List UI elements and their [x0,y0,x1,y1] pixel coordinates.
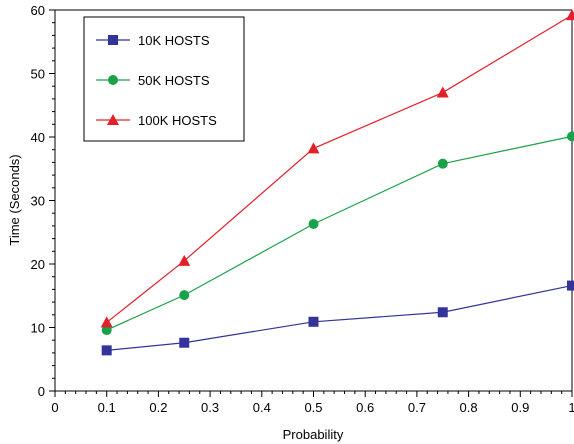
x-tick-label: 0.3 [201,400,219,415]
data-point [437,307,448,318]
legend-item-50k-hosts: 50K HOSTS [96,73,210,88]
x-tick-label: 0.5 [304,400,322,415]
data-point [308,218,319,229]
data-point [436,86,449,98]
x-tick-label: 0.6 [356,400,374,415]
data-point [437,158,448,169]
legend-label: 100K HOSTS [138,113,217,128]
y-tick-label: 10 [31,321,45,336]
y-axis-title: Time (Seconds) [7,154,22,245]
series-50k-hosts [101,131,574,336]
data-point [101,325,112,336]
legend-label: 10K HOSTS [138,33,210,48]
series-100k-hosts [100,9,574,328]
y-tick-label: 40 [31,130,45,145]
y-tick-label: 50 [31,67,45,82]
y-tick-label: 20 [31,257,45,272]
legend: 10K HOSTS 50K HOSTS 100K HOSTS [83,16,245,142]
x-tick-label: 0.2 [149,400,167,415]
y-axis-ticks: 0 10 20 30 40 50 60 [31,3,55,399]
legend-marker [108,75,118,85]
x-tick-label: 0.4 [253,400,271,415]
y-tick-label: 30 [31,194,45,209]
x-tick-label: 0.8 [460,400,478,415]
legend-marker [108,35,118,45]
x-axis-title: Probability [283,427,344,442]
legend-label: 50K HOSTS [138,73,210,88]
data-point [567,131,574,142]
series-line [106,135,573,331]
x-tick-label: 0 [51,400,58,415]
data-point [566,9,574,21]
legend-item-10k-hosts: 10K HOSTS [96,33,210,48]
series-10k-hosts [101,280,574,356]
x-axis-ticks: 0 0.1 0.2 0.3 0.4 0.5 0.6 0.7 0.8 0.9 1 [51,391,574,415]
legend-item-100k-hosts: 100K HOSTS [96,113,217,128]
data-point [179,290,190,301]
data-point [178,254,191,266]
y-tick-label: 60 [31,3,45,18]
data-point [100,316,113,328]
data-point [567,280,574,291]
x-tick-label: 0.1 [98,400,116,415]
data-point [307,142,320,154]
y-tick-label: 0 [38,384,45,399]
data-point [101,345,112,356]
series-line [106,285,573,351]
data-point [179,337,190,348]
data-point [308,316,319,327]
x-tick-label: 0.7 [408,400,426,415]
legend-marker [107,114,119,125]
series-layer [100,9,574,356]
x-tick-label: 0.9 [511,400,529,415]
x-tick-label: 1 [568,400,574,415]
